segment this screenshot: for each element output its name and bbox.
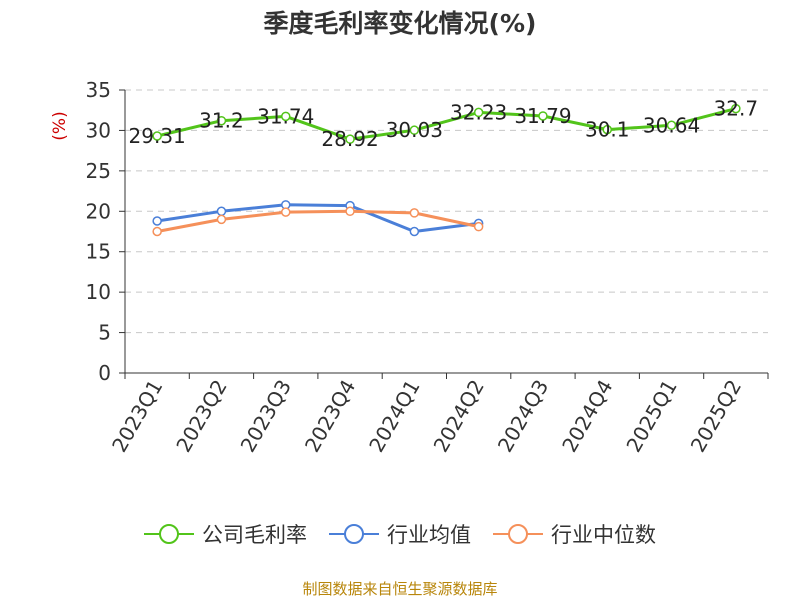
y-axis-label: (%)	[50, 111, 70, 140]
y-tick-label: 0	[98, 361, 111, 385]
x-tick-label: 2024Q1	[364, 376, 424, 457]
x-tick-label: 2023Q2	[171, 376, 231, 457]
legend-label: 行业中位数	[551, 523, 656, 547]
series-point-2	[473, 221, 484, 232]
y-tick-label: 15	[86, 240, 111, 264]
data-label: 31.74	[257, 104, 314, 128]
series-point-0	[602, 124, 612, 135]
series-point-0	[731, 103, 741, 114]
x-tick-label: 2023Q1	[107, 376, 167, 457]
grid-lines	[125, 89, 768, 334]
legend-label: 公司毛利率	[202, 523, 307, 547]
series-point-2	[281, 207, 291, 217]
legend-item[interactable]: 行业均值	[329, 519, 471, 549]
series-point-0	[473, 107, 484, 118]
series-point-0	[538, 111, 548, 121]
series-point-0	[152, 131, 162, 141]
chart-title: 季度毛利率变化情况(%)	[263, 9, 537, 38]
series-point-2	[152, 226, 162, 237]
data-label: 32.23	[450, 100, 507, 124]
data-label: 30.03	[386, 118, 443, 142]
x-tick-label: 2025Q2	[686, 376, 746, 457]
legend-swatch	[144, 524, 194, 544]
data-label: 32.7	[714, 97, 759, 121]
series-point-0	[666, 120, 677, 131]
x-tick-label: 2023Q3	[236, 376, 296, 457]
y-tick-label: 20	[86, 199, 111, 223]
data-label: 30.64	[643, 113, 700, 137]
series-line-0	[156, 107, 737, 141]
series-point-2	[409, 208, 420, 218]
legend-marker	[159, 524, 179, 544]
y-tick-label: 10	[86, 280, 111, 304]
series-point-0	[345, 134, 355, 144]
data-label: 28.92	[321, 127, 378, 151]
series-point-0	[281, 111, 291, 122]
y-tick-label: 25	[86, 159, 111, 183]
series	[152, 103, 741, 237]
series-point-0	[409, 125, 420, 135]
data-label: 30.1	[585, 118, 630, 142]
x-tick-label: 2024Q4	[557, 376, 617, 457]
legend-marker	[508, 524, 528, 544]
series-line-1	[156, 203, 479, 233]
y-tick-label: 5	[98, 321, 111, 345]
x-tick-label: 2024Q2	[429, 376, 489, 457]
series-point-2	[216, 214, 227, 225]
legend-swatch	[493, 524, 543, 544]
x-tick-label: 2023Q4	[300, 376, 360, 457]
series-point-1	[216, 206, 227, 217]
legend-label: 行业均值	[387, 523, 471, 547]
y-tick-label: 35	[86, 78, 111, 102]
legend-marker	[344, 524, 364, 544]
y-tick-label: 30	[86, 118, 111, 142]
series-point-2	[345, 206, 355, 217]
data-label: 31.2	[199, 109, 244, 133]
legend-item[interactable]: 行业中位数	[493, 519, 656, 549]
x-tick-label: 2024Q3	[493, 376, 553, 457]
data-label: 29.31	[129, 124, 186, 148]
series-point-1	[409, 226, 420, 237]
legend-item[interactable]: 公司毛利率	[144, 519, 307, 549]
chart-legend: 公司毛利率 行业均值 行业中位数	[0, 519, 800, 549]
series-point-1	[152, 216, 162, 226]
data-label: 31.79	[514, 104, 571, 128]
legend-swatch	[329, 524, 379, 544]
data-labels: 29.31 31.2 31.74 28.92 30.03 32.23 31.79 30.1 30…	[129, 97, 759, 152]
x-tick-label: 2025Q1	[621, 376, 681, 457]
series-point-0	[216, 115, 227, 126]
series-line-2	[156, 209, 479, 233]
data-source-note: 制图数据来自恒生聚源数据库	[302, 580, 498, 598]
